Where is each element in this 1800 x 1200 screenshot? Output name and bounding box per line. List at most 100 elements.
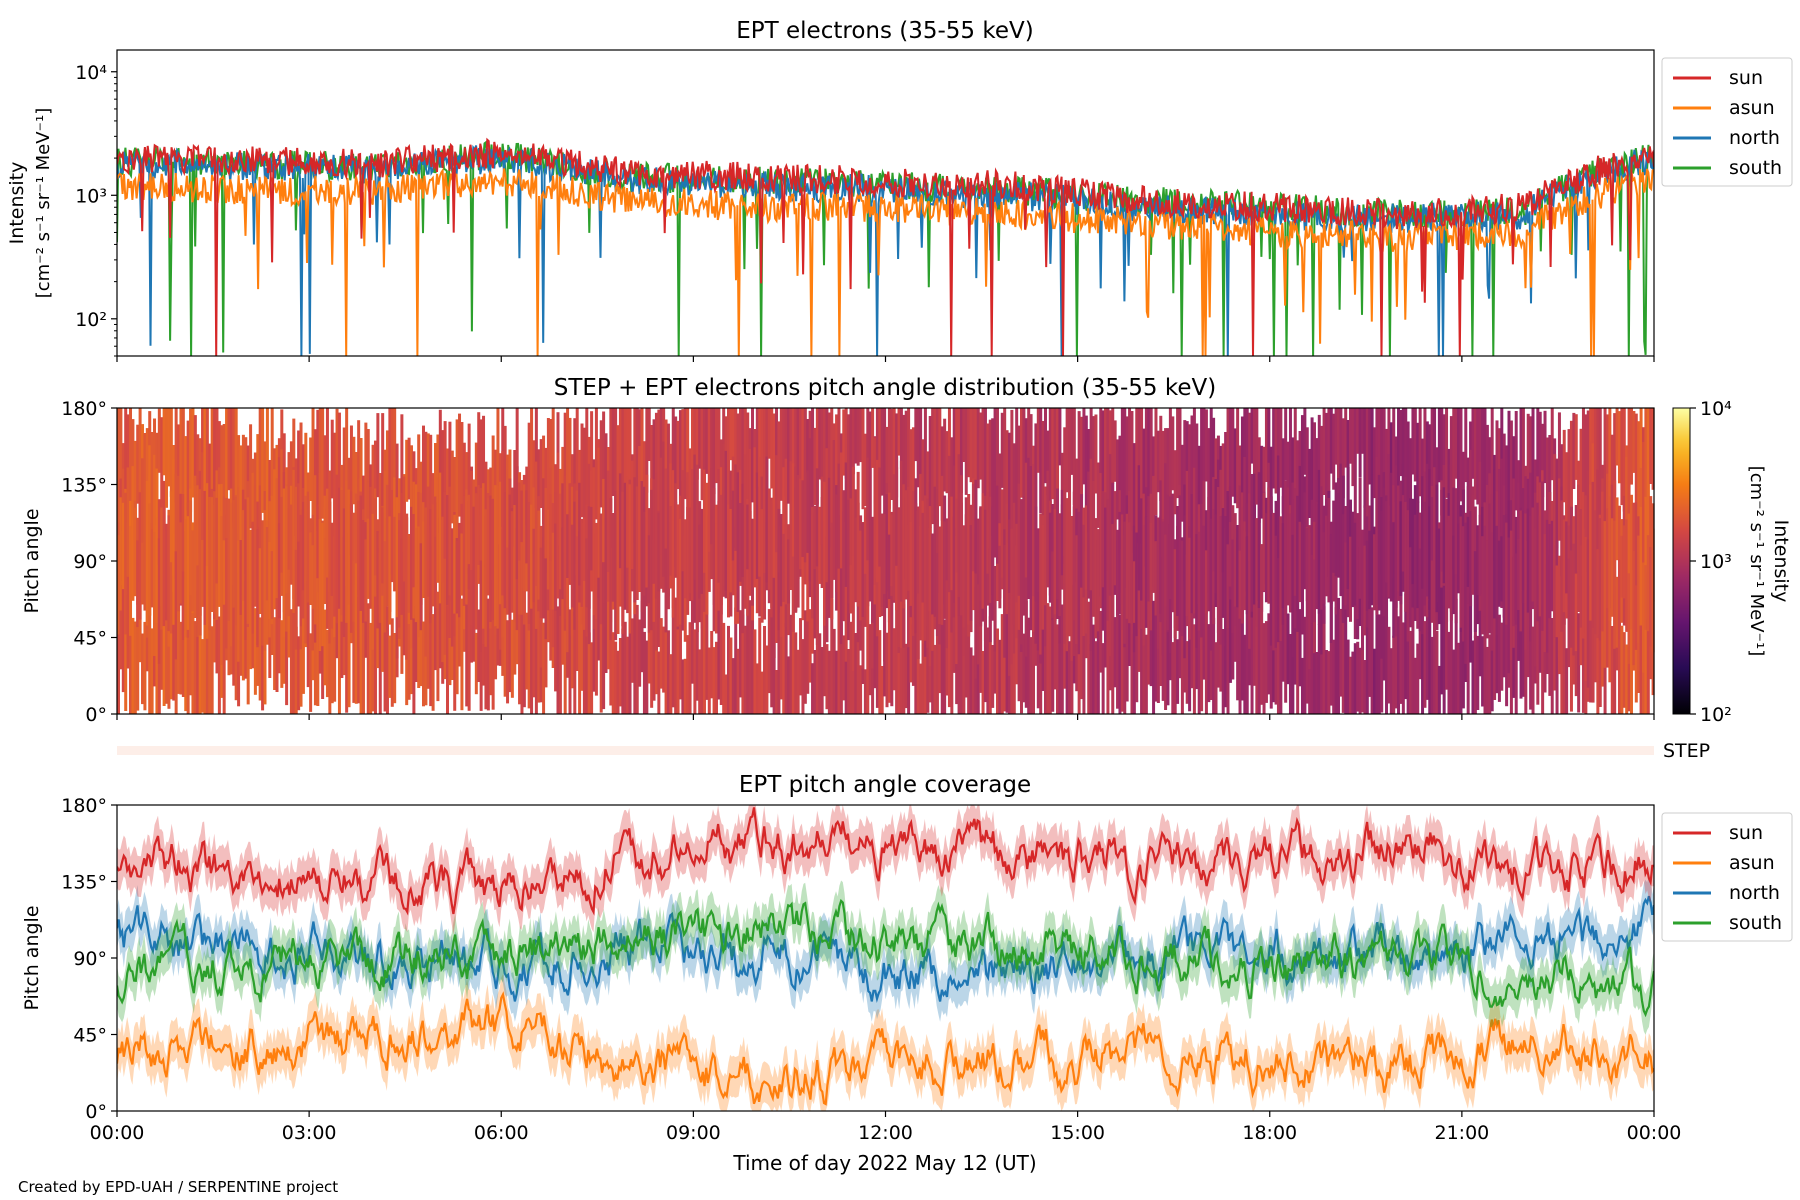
heatmap-cell [1149,408,1153,526]
heatmap-cell [542,537,546,619]
heatmap-cell [1065,633,1069,714]
heatmap-cell [347,489,351,605]
heatmap-cell [458,413,462,517]
heatmap-cell [895,457,899,566]
heatmap-cell [813,506,817,570]
heatmap-cell [885,426,889,515]
heatmap-cell [426,558,430,689]
heatmap-cell [393,633,397,704]
heatmap-cell [1370,474,1374,606]
heatmap-cell [119,573,123,670]
heatmap-cell [1180,633,1184,714]
heatmap-cell [544,488,548,559]
heatmap-cell [292,469,296,613]
heatmap-cell [1447,515,1451,609]
heatmap-cell [866,600,870,714]
heatmap-cell [1615,497,1619,561]
heatmap-cell [1349,536,1352,622]
heatmap-cell [1416,422,1420,504]
heatmap-cell [366,518,370,599]
heatmap-cell [820,408,824,481]
heatmap-cell [669,654,673,714]
heatmap-cell [647,594,651,684]
heatmap-cell [611,513,615,602]
heatmap-cell [775,455,779,553]
heatmap-cell [1267,408,1271,499]
heatmap-cell [1464,522,1468,664]
heatmap-cell [1617,559,1621,639]
heatmap-cell [1269,446,1273,539]
heatmap-cell [253,485,257,607]
heatmap-cell [1312,613,1316,714]
heatmap-cell [1406,592,1410,714]
heatmap-cell [1048,606,1052,714]
heatmap-cell [578,482,582,586]
heatmap-cell [1401,622,1405,714]
heatmap-cell [455,419,459,551]
heatmap-cell [311,545,315,609]
heatmap-cell [1130,530,1134,625]
heatmap-cell [335,408,339,496]
heatmap-cell [217,616,221,714]
heatmap-cell [455,601,459,695]
heatmap-cell [301,444,305,531]
heatmap-cell [796,408,800,498]
heatmap-cell [1440,408,1444,516]
heatmap-cell [1430,497,1434,561]
heatmap-cell [1449,465,1453,612]
heatmap-cell [1015,523,1019,603]
heatmap-cell [1550,520,1554,612]
heatmap-cell [1339,408,1343,485]
heatmap-cell [616,650,620,714]
heatmap-cell [1041,524,1045,630]
heatmap-cell [1084,415,1088,552]
heatmap-cell [640,601,644,673]
heatmap-cell [739,503,742,582]
heatmap-cell [923,495,927,641]
heatmap-cell [674,416,678,549]
heatmap-cell [1120,514,1124,605]
heatmap-cell [1082,408,1086,485]
heatmap-cell [1322,408,1326,495]
heatmap-cell [1526,508,1530,613]
heatmap-cell [313,429,317,509]
heatmap-cell [959,408,963,493]
heatmap-cell [181,408,185,550]
heatmap-cell [606,470,610,572]
heatmap-cell [813,512,817,639]
heatmap-cell [263,441,267,527]
heatmap-cell [1272,615,1276,703]
heatmap-cell [1603,408,1607,468]
heatmap-cell [438,409,442,534]
heatmap-cell [1128,522,1132,624]
heatmap-cell [1649,547,1653,647]
heatmap-cell [1629,612,1633,714]
heatmap-cell [955,408,959,528]
heatmap-cell [1276,597,1280,714]
heatmap-cell [385,430,389,516]
heatmap-cell [1382,605,1386,681]
heatmap-cell [683,658,687,714]
heatmap-cell [1416,493,1420,609]
heatmap-cell [859,530,863,621]
heatmap-cell [1610,626,1614,714]
heatmap-cell [772,413,776,504]
heatmap-cell [580,518,584,607]
heatmap-cell [964,591,968,698]
heatmap-cell [474,493,478,630]
heatmap-cell [1454,408,1458,479]
heatmap-cell [256,529,260,645]
heatmap-cell [1269,509,1273,598]
heatmap-cell [1521,408,1525,494]
heatmap-cell [1075,458,1079,530]
heatmap-cell [227,498,231,621]
heatmap-cell [1238,587,1242,714]
heatmap-cell [321,408,325,519]
heatmap-cell [482,483,486,629]
heatmap-cell [1161,430,1165,558]
heatmap-cell [1461,526,1465,642]
heatmap-cell [525,612,529,690]
heatmap-cell [981,408,985,533]
heatmap-cell [323,609,327,686]
heatmap-cell [606,598,610,670]
